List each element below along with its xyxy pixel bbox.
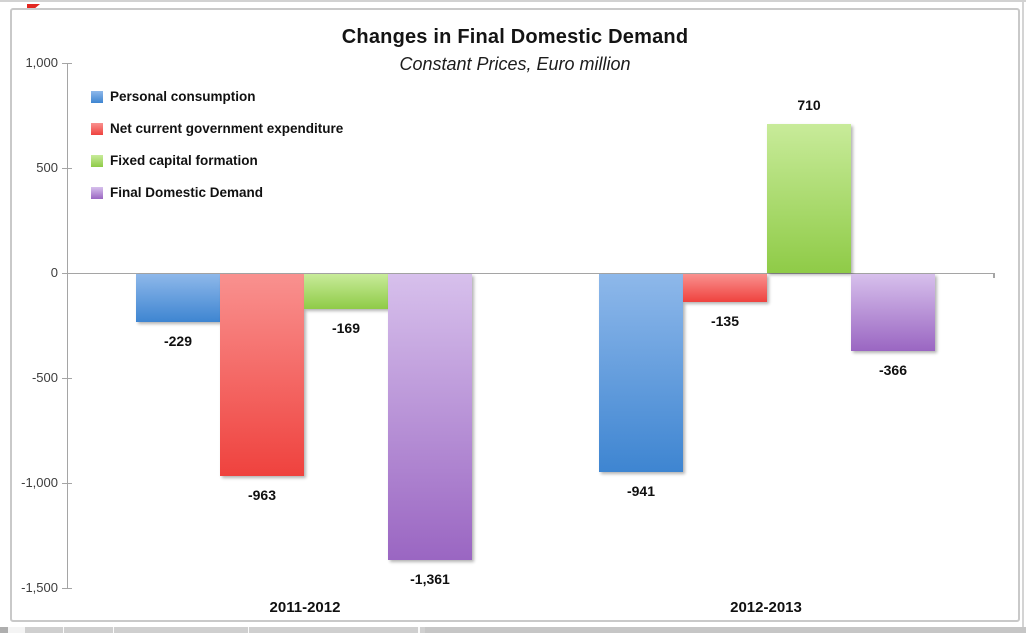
bar-fixed-capital-formation-2011-2012[interactable] bbox=[304, 274, 388, 309]
y-tick-label: 1,000 bbox=[25, 55, 58, 70]
y-axis-tick-mark bbox=[62, 168, 72, 169]
legend-label: Net current government expenditure bbox=[110, 121, 344, 136]
value-label: -963 bbox=[247, 487, 277, 503]
y-axis-tick-mark bbox=[62, 378, 72, 379]
chart-frame[interactable]: Changes in Final Domestic Demand Constan… bbox=[10, 8, 1020, 622]
legend-label: Final Domestic Demand bbox=[110, 185, 264, 200]
value-label: -135 bbox=[710, 313, 740, 329]
legend-swatch-green-icon bbox=[91, 154, 103, 167]
bar-personal-consumption-2012-2013[interactable] bbox=[599, 274, 683, 472]
strip-segment bbox=[8, 627, 25, 633]
strip-scrollbar-thumb[interactable] bbox=[425, 627, 1026, 633]
chart-subtitle: Constant Prices, Euro million bbox=[399, 54, 631, 74]
y-tick-label: -500 bbox=[31, 370, 58, 385]
bar-net-government-expenditure-2012-2013[interactable] bbox=[683, 274, 767, 302]
legend: Personal consumption Net current governm… bbox=[91, 88, 421, 218]
y-axis-tick-mark bbox=[62, 483, 72, 484]
zero-axis-line bbox=[67, 273, 994, 274]
y-axis-tick-mark bbox=[62, 63, 72, 64]
legend-item-fixed-capital-formation[interactable]: Fixed capital formation bbox=[91, 152, 258, 169]
value-label: -366 bbox=[878, 362, 908, 378]
legend-item-net-government-expenditure[interactable]: Net current government expenditure bbox=[91, 120, 343, 137]
legend-swatch-red-icon bbox=[91, 122, 103, 135]
y-tick-label: 500 bbox=[36, 160, 58, 175]
y-tick-label: -1,500 bbox=[21, 580, 58, 595]
value-label: 710 bbox=[797, 97, 821, 113]
legend-item-final-domestic-demand[interactable]: Final Domestic Demand bbox=[91, 184, 263, 201]
bar-fixed-capital-formation-2012-2013[interactable] bbox=[767, 124, 851, 273]
y-tick-label: -1,000 bbox=[21, 475, 58, 490]
strip-divider bbox=[113, 627, 114, 633]
x-category-label-2011-2012: 2011-2012 bbox=[269, 599, 341, 616]
strip-divider bbox=[418, 627, 420, 633]
bottom-scrollbar-strip[interactable] bbox=[0, 627, 1026, 633]
value-label: -1,361 bbox=[410, 571, 450, 587]
bar-final-domestic-demand-2012-2013[interactable] bbox=[851, 274, 935, 351]
legend-label: Personal consumption bbox=[110, 89, 256, 104]
strip-divider bbox=[248, 627, 249, 633]
top-edge-line bbox=[0, 0, 1026, 2]
value-label: -941 bbox=[626, 483, 656, 499]
bar-net-government-expenditure-2011-2012[interactable] bbox=[220, 274, 304, 476]
strip-divider bbox=[63, 627, 64, 633]
y-axis-tick-mark bbox=[62, 273, 72, 274]
legend-item-personal-consumption[interactable]: Personal consumption bbox=[91, 88, 256, 105]
y-tick-label: 0 bbox=[50, 265, 58, 280]
y-axis-tick-mark bbox=[62, 588, 72, 589]
value-label: -169 bbox=[331, 320, 361, 336]
legend-swatch-blue-icon bbox=[91, 90, 103, 103]
value-label: -229 bbox=[163, 333, 193, 349]
bar-personal-consumption-2011-2012[interactable] bbox=[136, 274, 220, 322]
legend-swatch-purple-icon bbox=[91, 186, 103, 199]
right-edge-line bbox=[1022, 2, 1024, 627]
legend-label: Fixed capital formation bbox=[110, 153, 258, 168]
strip-segment bbox=[0, 627, 8, 633]
x-category-label-2012-2013: 2012-2013 bbox=[730, 599, 802, 616]
bar-final-domestic-demand-2011-2012[interactable] bbox=[388, 274, 472, 560]
chart-title: Changes in Final Domestic Demand bbox=[341, 26, 689, 48]
y-axis-line bbox=[67, 63, 68, 588]
zero-axis-end-tick bbox=[993, 273, 995, 278]
